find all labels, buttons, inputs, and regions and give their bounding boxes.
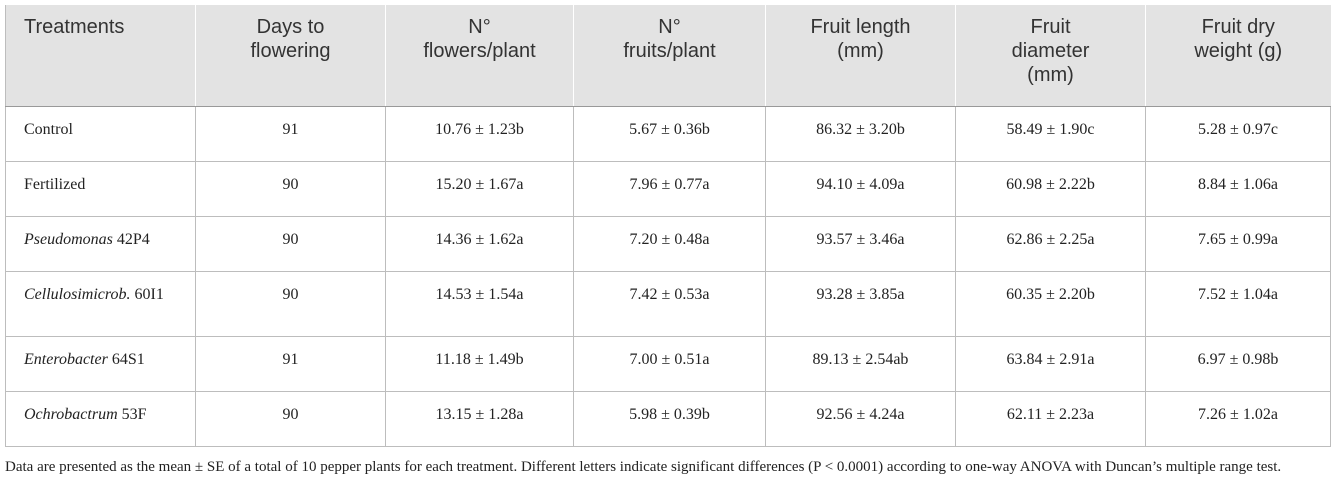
value-cell: 60.35 ± 2.20b xyxy=(955,271,1146,337)
page: {"table": { "header": [["Treatments"], [… xyxy=(5,5,1331,475)
table-row: Ochrobactrum 53F 90 13.15 ± 1.28a 5.98 ± 0.… xyxy=(5,391,1331,447)
footnote: Data are presented as the mean ± SE of a… xyxy=(5,459,1282,475)
treatment-name: 60I1 xyxy=(134,286,164,303)
value-cell: 14.36 ± 1.62a xyxy=(385,216,574,272)
genus-name: Pseudomonas xyxy=(24,231,113,248)
treatment-cell: Ochrobactrum 53F xyxy=(5,391,196,447)
value-cell: 93.57 ± 3.46a xyxy=(765,216,956,272)
table-row: Pseudomonas 42P4 90 14.36 ± 1.62a 7.20 ± 0.… xyxy=(5,216,1331,272)
header-text: Days to xyxy=(256,16,325,38)
header-text: weight (g) xyxy=(1194,40,1283,62)
value-cell: 91 xyxy=(195,106,386,162)
genus-name: Ochrobactrum xyxy=(24,406,118,423)
value-cell: 62.86 ± 2.25a xyxy=(955,216,1146,272)
value-cell: 5.28 ± 0.97c xyxy=(1145,106,1331,162)
value-cell: 90 xyxy=(195,161,386,217)
value-cell: 15.20 ± 1.67a xyxy=(385,161,574,217)
header-text: Fruit xyxy=(1030,16,1071,38)
treatment-name: Fertilized xyxy=(24,176,86,193)
value-cell: 13.15 ± 1.28a xyxy=(385,391,574,447)
value-cell: 11.18 ± 1.49b xyxy=(385,336,574,392)
header-cell: Fruit length (mm) xyxy=(765,5,956,107)
header-text: (mm) xyxy=(837,40,884,62)
value-cell: 90 xyxy=(195,216,386,272)
treatment-name: Control xyxy=(24,121,73,138)
value-cell: 7.26 ± 1.02a xyxy=(1145,391,1331,447)
value-cell: 6.97 ± 0.98b xyxy=(1145,336,1331,392)
header-text: Fruit dry xyxy=(1201,16,1275,38)
header-text: diameter xyxy=(1011,40,1090,62)
treatment-name: 64S1 xyxy=(111,351,145,368)
value-cell: 94.10 ± 4.09a xyxy=(765,161,956,217)
table-container: Treatments Days to flowering N° flowers/plan… xyxy=(5,5,1331,478)
header-cell: Fruit dry weight (g) xyxy=(1145,5,1331,107)
header-text: N° xyxy=(468,16,491,38)
treatment-cell: Pseudomonas 42P4 xyxy=(5,216,196,272)
value-cell: 5.98 ± 0.39b xyxy=(573,391,766,447)
value-cell: 14.53 ± 1.54a xyxy=(385,271,574,337)
header-cell: N° flowers/plant xyxy=(385,5,574,107)
value-cell: 91 xyxy=(195,336,386,392)
value-cell: 7.65 ± 0.99a xyxy=(1145,216,1331,272)
value-cell: 10.76 ± 1.23b xyxy=(385,106,574,162)
treatment-cell: Fertilized xyxy=(5,161,196,217)
table-body: Control 91 10.76 ± 1.23b 5.67 ± 0.36b 86.32 … xyxy=(5,106,1331,447)
value-cell: 93.28 ± 3.85a xyxy=(765,271,956,337)
value-cell: 8.84 ± 1.06a xyxy=(1145,161,1331,217)
value-cell: 7.00 ± 0.51a xyxy=(573,336,766,392)
value-cell: 7.96 ± 0.77a xyxy=(573,161,766,217)
value-cell: 62.11 ± 2.23a xyxy=(955,391,1146,447)
treatment-name: 53F xyxy=(121,406,147,423)
value-cell: 92.56 ± 4.24a xyxy=(765,391,956,447)
table-row: Control 91 10.76 ± 1.23b 5.67 ± 0.36b 86.32 … xyxy=(5,106,1331,162)
value-cell: 7.20 ± 0.48a xyxy=(573,216,766,272)
header-row: Treatments Days to flowering N° flowers/plan… xyxy=(5,5,1331,107)
treatment-cell: Cellulosimicrob. 60I1 xyxy=(5,271,196,337)
treatment-name: 42P4 xyxy=(116,231,150,248)
header-text: fruits/plant xyxy=(623,40,716,62)
value-cell: 90 xyxy=(195,271,386,337)
header-text: flowering xyxy=(250,40,331,62)
header-text: Treatments xyxy=(24,16,125,38)
treatment-cell: Control xyxy=(5,106,196,162)
value-cell: 89.13 ± 2.54ab xyxy=(765,336,956,392)
value-cell: 7.42 ± 0.53a xyxy=(573,271,766,337)
header-cell: Treatments xyxy=(5,5,196,107)
header-text: Fruit length xyxy=(810,16,911,38)
table-row: Cellulosimicrob. 60I1 90 14.53 ± 1.54a 7.42… xyxy=(5,271,1331,337)
value-cell: 63.84 ± 2.91a xyxy=(955,336,1146,392)
value-cell: 58.49 ± 1.90c xyxy=(955,106,1146,162)
header-text: N° xyxy=(658,16,681,38)
header-text: flowers/plant xyxy=(423,40,536,62)
data-table: Treatments Days to flowering N° flowers/plan… xyxy=(5,5,1331,447)
value-cell: 60.98 ± 2.22b xyxy=(955,161,1146,217)
table-row: Fertilized 90 15.20 ± 1.67a 7.96 ± 0.77a 94.… xyxy=(5,161,1331,217)
genus-name: Enterobacter xyxy=(24,351,108,368)
treatment-cell: Enterobacter 64S1 xyxy=(5,336,196,392)
table-row: Enterobacter 64S1 91 11.18 ± 1.49b 7.00 ± 0… xyxy=(5,336,1331,392)
value-cell: 7.52 ± 1.04a xyxy=(1145,271,1331,337)
header-cell: Fruit diameter (mm) xyxy=(955,5,1146,107)
value-cell: 86.32 ± 3.20b xyxy=(765,106,956,162)
header-text: (mm) xyxy=(1027,64,1074,86)
value-cell: 5.67 ± 0.36b xyxy=(573,106,766,162)
genus-name: Cellulosimicrob. xyxy=(24,286,131,303)
header-cell: N° fruits/plant xyxy=(573,5,766,107)
value-cell: 90 xyxy=(195,391,386,447)
header-cell: Days to flowering xyxy=(195,5,386,107)
